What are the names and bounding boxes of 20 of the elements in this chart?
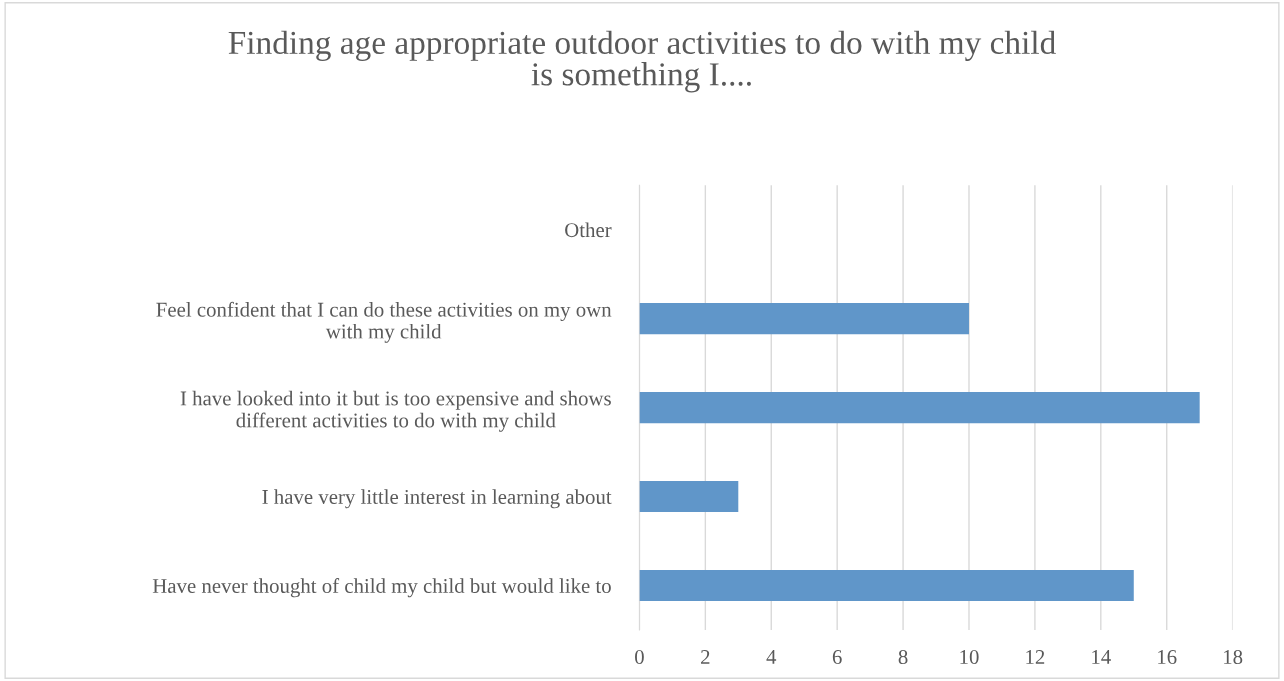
x-tick-label: 0: [635, 649, 644, 665]
bar: [639, 480, 739, 513]
x-tick-label: 8: [898, 649, 908, 665]
x-tick-label: 6: [832, 650, 842, 665]
chart-title: Finding age appropriate outdoor activities to do with my child is something I....: [228, 30, 1056, 93]
y-tick-label: I have looked into it but is too expensive and shows different activities to do with my child: [180, 390, 611, 432]
y-tick-label: Feel confident that I can do these activities on my own with my child: [156, 301, 612, 343]
x-tick-label: 14: [1092, 650, 1111, 664]
x-tick-label: 10: [960, 649, 979, 665]
x-tick-label: 18: [1224, 649, 1243, 665]
y-tick-label: Other: [565, 222, 612, 238]
x-tick-label: 4: [766, 650, 777, 664]
bar: [639, 303, 969, 335]
bar: [639, 392, 1200, 424]
x-tick-label: 12: [1026, 650, 1045, 664]
bar: [639, 569, 1134, 602]
y-tick-label: I have very little interest in learning about: [262, 489, 612, 509]
x-tick-label: 16: [1158, 650, 1177, 665]
y-tick-label: Have never thought of child my child but would like to: [152, 578, 611, 598]
x-tick-label: 2: [701, 650, 710, 664]
